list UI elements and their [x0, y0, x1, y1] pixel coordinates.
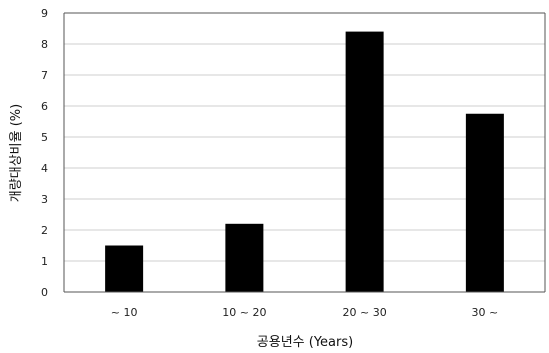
- bars: [105, 31, 504, 292]
- tick-labels: 0 1 2 3 4 5 6 7 8 9 ~ 10 10 ~ 20 20 ~ 30 30 ~: [41, 7, 498, 319]
- bar: [345, 31, 384, 292]
- axes: [63, 12, 546, 293]
- x-axis-title: 공용년수 (Years): [257, 335, 353, 350]
- y-tick-label: 5: [41, 131, 48, 144]
- bar: [225, 223, 264, 292]
- y-tick-label: 4: [41, 162, 48, 175]
- x-tick-label: ~ 10: [111, 306, 138, 319]
- bar: [105, 245, 144, 292]
- y-tick-label: 2: [41, 224, 48, 237]
- y-tick-label: 0: [41, 286, 48, 299]
- x-tick-label: 10 ~ 20: [222, 306, 266, 319]
- y-tick-label: 8: [41, 38, 48, 51]
- y-axis-title: 개량대상비율 (%): [9, 104, 24, 202]
- x-tick-label: 20 ~ 30: [343, 306, 387, 319]
- bar: [465, 113, 504, 292]
- y-tick-label: 9: [41, 7, 48, 20]
- y-tick-label: 6: [41, 100, 48, 113]
- y-tick-label: 3: [41, 193, 48, 206]
- y-tick-label: 7: [41, 69, 48, 82]
- x-tick-label: 30 ~: [472, 306, 499, 319]
- y-tick-label: 1: [41, 255, 48, 268]
